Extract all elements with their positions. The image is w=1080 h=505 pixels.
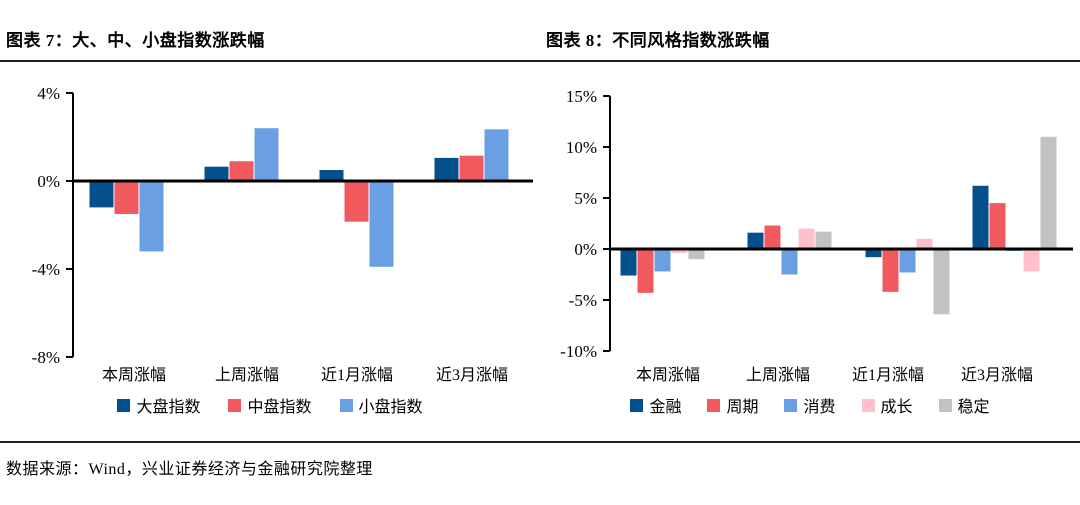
bar-周期	[637, 249, 654, 293]
bar-消费	[654, 249, 671, 272]
bar-稳定	[688, 249, 705, 260]
legend-label: 金融	[649, 399, 682, 416]
legend-label: 成长	[880, 399, 913, 416]
x-category-label: 近3月涨幅	[961, 366, 1033, 384]
figure7-chart: 4% 0% -4% -8% 本周涨幅 上周涨幅 近1月涨幅 近3月涨幅 大盘指数 中盘指数 小盘指…	[0, 62, 540, 416]
bar-中盘指数	[459, 155, 484, 181]
legend-label: 周期	[726, 399, 759, 416]
x-category-label: 上周涨幅	[746, 366, 810, 384]
y-tick-label: 4%	[37, 84, 60, 103]
bar-周期	[989, 203, 1006, 249]
x-category-label: 本周涨幅	[102, 366, 166, 384]
bar-金融	[747, 232, 764, 249]
figure7-plot: 4% 0% -4% -8% 本周涨幅 上周涨幅 近1月涨幅 近3月涨幅	[32, 84, 533, 384]
legend-swatch-icon	[707, 398, 721, 412]
legend-item-小盘指数: 小盘指数	[339, 393, 423, 417]
figure8-plot: 15% 10% 5% 0% -5% -10% 本周涨幅 上周涨幅 近1月涨幅 近3月涨幅	[560, 87, 1073, 384]
bar-大盘指数	[434, 157, 459, 181]
legend-label: 稳定	[957, 399, 990, 416]
bar-大盘指数	[89, 181, 114, 208]
legend-item-大盘指数: 大盘指数	[117, 393, 200, 417]
bar-小盘指数	[254, 128, 279, 181]
legend-label: 中盘指数	[247, 399, 312, 416]
y-tick-label: -5%	[569, 291, 597, 310]
x-category-label: 上周涨幅	[215, 366, 279, 384]
bar-成长	[916, 238, 933, 249]
legend-swatch-icon	[861, 398, 875, 412]
y-tick-label: 10%	[566, 138, 597, 157]
bar-稳定	[815, 231, 832, 249]
legend-item-稳定: 稳定	[938, 393, 990, 417]
y-tick-label: 5%	[574, 189, 597, 208]
legend-item-消费: 消费	[784, 393, 836, 417]
bar-金融	[620, 249, 637, 276]
legend-item-成长: 成长	[861, 393, 913, 417]
y-tick-label: -10%	[560, 342, 597, 361]
legend-item-金融: 金融	[630, 393, 681, 417]
bar-稳定	[933, 249, 950, 315]
bar-消费	[899, 249, 916, 273]
bar-金融	[972, 185, 989, 249]
bar-大盘指数	[319, 170, 344, 181]
x-category-label: 近3月涨幅	[436, 366, 508, 384]
figure7-title: 图表 7：大、中、小盘指数涨跌幅	[6, 31, 265, 50]
legend-swatch-icon	[339, 398, 353, 412]
legend-item-周期: 周期	[707, 393, 758, 417]
legend-swatch-icon	[784, 398, 798, 412]
bar-消费	[781, 249, 798, 275]
source-note-row: 数据来源：Wind，兴业证券经济与金融研究院整理	[0, 441, 1080, 479]
bar-小盘指数	[484, 129, 509, 181]
bar-中盘指数	[344, 181, 369, 222]
legend-label: 小盘指数	[358, 399, 423, 416]
bar-大盘指数	[204, 166, 229, 181]
y-tick-label: 15%	[566, 87, 597, 106]
y-tick-label: 0%	[37, 172, 60, 191]
y-tick-label: -4%	[32, 260, 60, 279]
charts-row: 4% 0% -4% -8% 本周涨幅 上周涨幅 近1月涨幅 近3月涨幅 大盘指数 中盘指数 小盘指…	[0, 62, 1080, 416]
legend-label: 大盘指数	[136, 399, 201, 416]
figure8-title: 图表 8：不同风格指数涨跌幅	[546, 31, 770, 50]
x-category-label: 近1月涨幅	[852, 366, 924, 384]
bar-金融	[865, 249, 882, 258]
bar-成长	[1023, 249, 1040, 272]
figure8-legend: 金融 周期 消费 成长 稳定	[540, 394, 1080, 416]
legend-label: 消费	[803, 399, 836, 416]
bar-成长	[798, 228, 815, 249]
bar-小盘指数	[139, 181, 164, 252]
bar-中盘指数	[229, 161, 254, 181]
legend-item-中盘指数: 中盘指数	[228, 393, 312, 417]
bar-小盘指数	[369, 181, 394, 267]
bar-稳定	[1040, 136, 1057, 249]
figure7-legend: 大盘指数 中盘指数 小盘指数	[0, 394, 540, 416]
y-tick-label: 0%	[574, 240, 597, 259]
x-category-label: 近1月涨幅	[321, 366, 393, 384]
figure-titles-row: 图表 7：大、中、小盘指数涨跌幅 图表 8：不同风格指数涨跌幅	[0, 0, 1080, 62]
x-category-label: 本周涨幅	[636, 366, 700, 384]
bar-周期	[882, 249, 899, 292]
bar-周期	[764, 225, 781, 249]
bar-中盘指数	[114, 181, 139, 214]
legend-swatch-icon	[228, 398, 242, 412]
bar-成长	[671, 249, 688, 254]
legend-swatch-icon	[117, 398, 131, 412]
legend-swatch-icon	[938, 398, 952, 412]
figure8-chart: 15% 10% 5% 0% -5% -10% 本周涨幅 上周涨幅 近1月涨幅 近3月涨幅 金融 周期…	[540, 62, 1080, 416]
legend-swatch-icon	[630, 398, 644, 412]
source-note: 数据来源：Wind，兴业证券经济与金融研究院整理	[6, 461, 373, 478]
y-tick-label: -8%	[32, 348, 60, 367]
